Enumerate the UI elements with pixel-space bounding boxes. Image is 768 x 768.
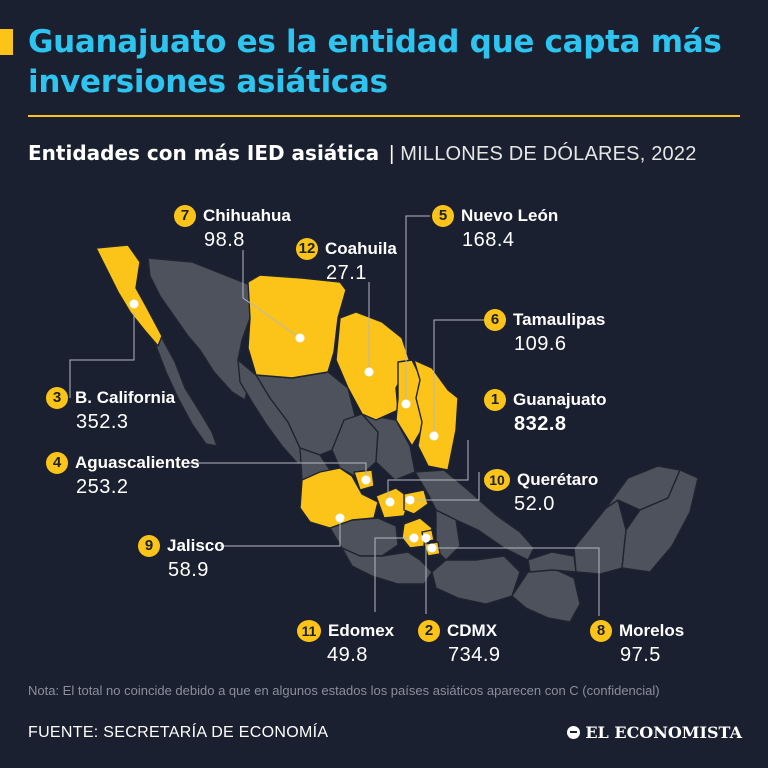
state-value: 98.8 xyxy=(204,229,245,251)
rank-badge: 10 xyxy=(484,469,510,491)
rank-badge: 12 xyxy=(296,238,318,260)
rank-badge: 7 xyxy=(174,205,196,227)
label-guanajuato: 1 Guanajuato 832.8 xyxy=(484,389,607,436)
label-b-california: 3 B. California 352.3 xyxy=(46,387,175,434)
label-jalisco: 9 Jalisco 58.9 xyxy=(138,535,225,582)
marker-guanajuato xyxy=(385,497,395,507)
label-aguascalientes: 4 Aguascalientes 253.2 xyxy=(46,452,200,499)
state-name: Aguascalientes xyxy=(75,453,200,472)
label-cdmx: 2 CDMX 734.9 xyxy=(418,620,501,667)
marker-queretaro xyxy=(405,495,415,505)
state-tamaulipas xyxy=(413,359,459,471)
rank-badge: 5 xyxy=(432,205,454,227)
marker-cdmx xyxy=(421,533,431,543)
state-tabasco xyxy=(527,551,577,573)
subtitle-unit: MILLONES DE DÓLARES, 2022 xyxy=(400,143,697,165)
leader-chihuahua xyxy=(242,250,301,339)
leader-tamaulipas xyxy=(433,319,484,436)
marker-edomex xyxy=(409,533,419,543)
marker-chihuahua xyxy=(295,333,305,343)
rank-badge: 1 xyxy=(484,389,506,411)
label-queretaro: 10 Querétaro 52.0 xyxy=(484,469,598,516)
state-value: 109.6 xyxy=(514,333,567,355)
leader-edomex xyxy=(374,537,414,612)
state-value: 58.9 xyxy=(168,559,209,581)
leader-queretaro xyxy=(410,472,480,501)
marker-jalisco xyxy=(335,513,345,523)
state-value: 832.8 xyxy=(514,413,567,435)
mexico-land xyxy=(147,257,699,623)
state-value: 253.2 xyxy=(76,476,129,498)
state-value: 734.9 xyxy=(448,644,501,666)
rank-badge: 6 xyxy=(484,309,506,331)
subtitle-main: Entidades con más IED asiática xyxy=(28,141,380,165)
rank-badge: 8 xyxy=(590,620,612,642)
state-name: B. California xyxy=(75,388,176,407)
marker-coahuila xyxy=(364,367,374,377)
state-name: Tamaulipas xyxy=(513,310,606,329)
state-baja-california-sur xyxy=(147,319,218,447)
state-value: 49.8 xyxy=(327,644,368,666)
label-coahuila: 12 Coahuila 27.1 xyxy=(296,238,397,285)
state-baja-california xyxy=(95,244,163,347)
state-chiapas xyxy=(511,567,581,623)
marker-aguascalientes xyxy=(361,475,371,485)
state-name: Jalisco xyxy=(167,536,225,555)
map-subtitle: Entidades con más IED asiática | MILLONES … xyxy=(28,141,697,166)
brand-logo: EL ECONOMISTA xyxy=(567,723,742,742)
rank-badge: 9 xyxy=(138,535,160,557)
label-chihuahua: 7 Chihuahua 98.8 xyxy=(174,205,291,252)
state-coahuila xyxy=(335,311,411,421)
rank-badge: 4 xyxy=(46,452,68,474)
leader-aguascalientes xyxy=(185,462,367,480)
state-quintana-roo xyxy=(621,469,699,573)
state-value: 352.3 xyxy=(76,411,129,433)
state-value: 168.4 xyxy=(462,229,515,251)
marker-tamaulipas xyxy=(429,431,439,441)
state-name: Morelos xyxy=(619,621,685,640)
leader-jalisco xyxy=(220,518,341,547)
title-accent-bar xyxy=(0,29,13,55)
page-title: Guanajuato es la entidad que capta más i… xyxy=(28,24,722,100)
subtitle-separator: | xyxy=(389,143,395,165)
label-morelos: 8 Morelos 97.5 xyxy=(590,620,684,667)
footnote: Nota: El total no coincide debido a que … xyxy=(28,683,660,698)
state-name: Querétaro xyxy=(517,470,599,489)
rank-badge: 3 xyxy=(46,387,68,409)
state-name: Nuevo León xyxy=(461,206,559,225)
leader-nuevo-leon xyxy=(405,215,430,404)
label-tamaulipas: 6 Tamaulipas 109.6 xyxy=(484,309,605,356)
source-credit: FUENTE: SECRETARÍA DE ECONOMÍA xyxy=(28,724,329,741)
title-divider xyxy=(28,115,740,117)
label-nuevo-leon: 5 Nuevo León 168.4 xyxy=(432,205,558,252)
brand-name: EL ECONOMISTA xyxy=(585,723,742,742)
leader-guanajuato xyxy=(387,440,469,502)
state-sonora xyxy=(147,257,251,401)
state-markers xyxy=(129,299,439,553)
state-chihuahua xyxy=(247,274,347,379)
label-edomex: 11 Edomex 49.8 xyxy=(297,620,394,667)
state-value: 52.0 xyxy=(514,493,555,515)
rank-badge: 2 xyxy=(418,620,440,642)
state-oaxaca xyxy=(431,555,521,605)
state-name: Edomex xyxy=(328,621,395,640)
state-jalisco xyxy=(299,467,379,529)
state-name: Chihuahua xyxy=(203,206,291,225)
state-value: 97.5 xyxy=(620,644,661,666)
leader-lines xyxy=(69,215,600,616)
leader-morelos xyxy=(432,547,600,616)
rank-badge: 11 xyxy=(297,620,321,642)
state-name: Coahuila xyxy=(325,239,397,258)
leader-b-california xyxy=(69,312,135,398)
state-name: CDMX xyxy=(447,621,498,640)
marker-nuevo-leon xyxy=(401,399,411,409)
state-name: Guanajuato xyxy=(513,390,607,409)
brand-mark-icon xyxy=(567,726,581,739)
marker-morelos xyxy=(427,543,437,553)
marker-b-california xyxy=(129,299,139,309)
state-value: 27.1 xyxy=(326,262,367,284)
